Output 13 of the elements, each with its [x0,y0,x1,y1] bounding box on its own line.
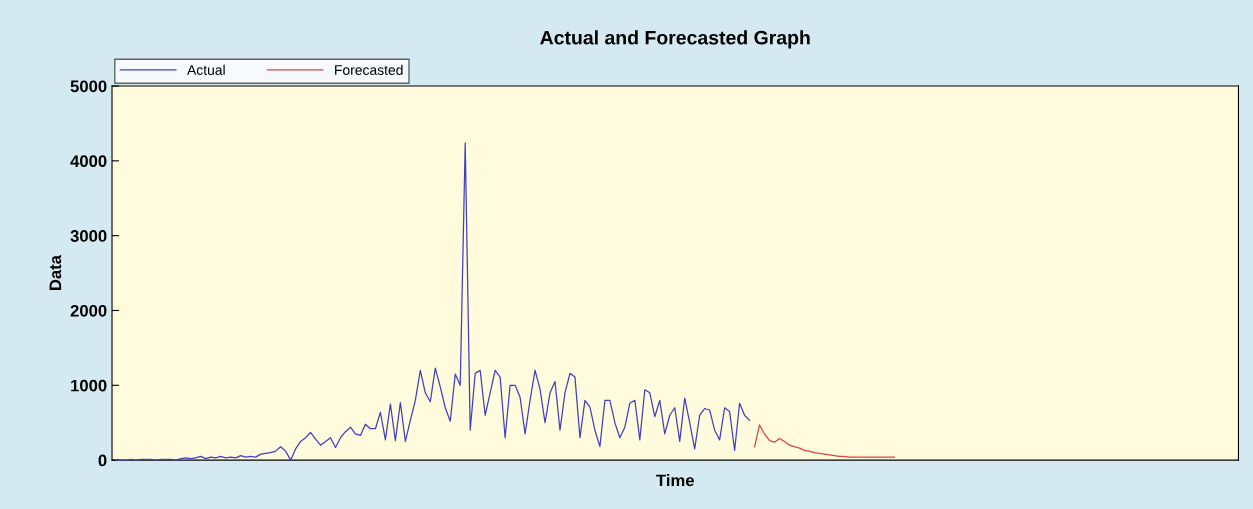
y-tick-label: 0 [98,454,107,467]
line-series [753,424,895,458]
y-tick-label: 1000 [71,379,107,392]
legend-label: Forecasted [335,64,403,75]
chart-title: Actual and Forecasted Graph [540,30,810,49]
x-axis-title: Time [656,474,694,487]
legend-label: Actual [187,64,225,75]
y-tick-label: 4000 [70,155,107,168]
y-axis-title: Data [49,254,62,291]
y-tick-label: 5000 [70,80,107,93]
y-tick-label: 3000 [70,230,107,242]
y-tick-label: 2000 [70,304,107,317]
line-series [115,142,751,461]
